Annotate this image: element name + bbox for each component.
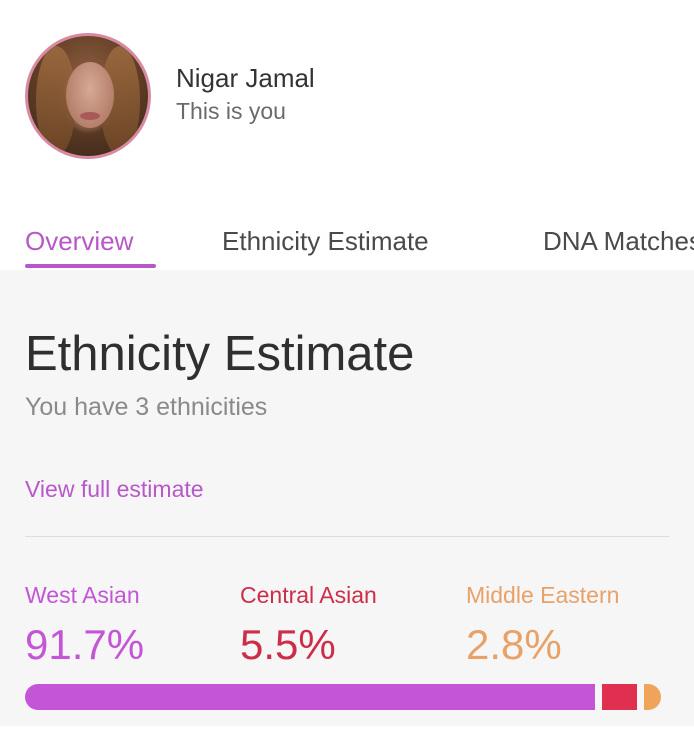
- tab-dna-matches[interactable]: DNA Matches: [543, 226, 694, 256]
- view-full-estimate-link[interactable]: View full estimate: [25, 476, 204, 502]
- ethnicity-central-asian: Central Asian 5.5%: [240, 582, 377, 669]
- ethnicity-bar-west-asian: [25, 684, 596, 710]
- ethnicity-name: Central Asian: [240, 582, 377, 608]
- user-subtitle: This is you: [176, 98, 286, 124]
- profile-header: Nigar Jamal This is you: [0, 0, 694, 210]
- card-subtitle: You have 3 ethnicities: [25, 393, 268, 421]
- footer-strip: [0, 726, 694, 750]
- avatar[interactable]: [25, 33, 151, 159]
- ethnicity-bar-middle-eastern: [643, 684, 661, 710]
- ethnicity-percent: 2.8%: [466, 621, 562, 668]
- tab-bar: Overview Ethnicity Estimate DNA Matches: [0, 210, 694, 270]
- ethnicity-estimate-card: Ethnicity Estimate You have 3 ethnicitie…: [0, 270, 694, 726]
- ethnicity-middle-eastern: Middle Eastern 2.8%: [466, 582, 619, 669]
- avatar-lips: [80, 112, 100, 120]
- ethnicity-west-asian: West Asian 91.7%: [25, 582, 144, 669]
- active-tab-indicator: [25, 264, 156, 268]
- tab-overview[interactable]: Overview: [25, 226, 134, 256]
- ethnicity-percent: 91.7%: [25, 621, 145, 668]
- divider: [25, 536, 669, 537]
- ethnicity-percent: 5.5%: [240, 621, 336, 668]
- ethnicity-name: Middle Eastern: [466, 582, 620, 608]
- ethnicity-name: West Asian: [25, 582, 140, 608]
- card-title: Ethnicity Estimate: [25, 327, 415, 381]
- ethnicity-bar-central-asian: [602, 684, 637, 710]
- user-name: Nigar Jamal: [176, 63, 315, 93]
- tab-ethnicity-estimate[interactable]: Ethnicity Estimate: [222, 226, 429, 256]
